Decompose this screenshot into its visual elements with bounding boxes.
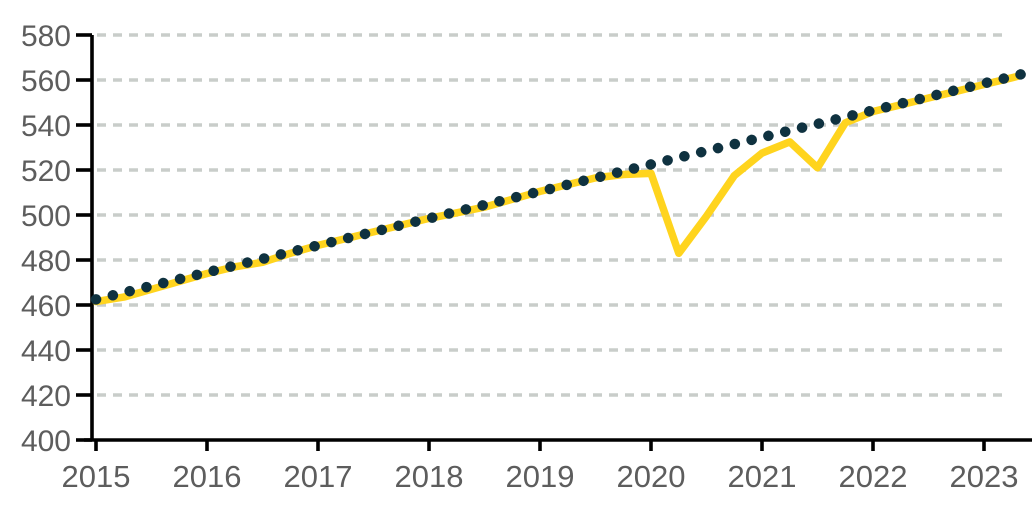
y-tick-label: 540: [21, 110, 71, 143]
y-tick-label: 440: [21, 335, 71, 368]
x-tick-label: 2016: [173, 459, 242, 494]
x-tick-label: 2017: [284, 459, 353, 494]
x-tick-label: 2015: [62, 459, 131, 494]
y-tick-label: 520: [21, 155, 71, 188]
y-axis-ticks: [76, 33, 92, 442]
y-axis-labels: 400 420 440 460 480 500 520 540 560 580: [21, 20, 71, 458]
x-axis-labels: 2015 2016 2017 2018 2019 2020 2021 2022 2023: [62, 459, 1019, 494]
y-tick-label: 460: [21, 290, 71, 323]
x-tick-label: 2019: [506, 459, 575, 494]
x-tick-label: 2023: [950, 459, 1019, 494]
x-tick-label: 2022: [839, 459, 908, 494]
y-tick-label: 480: [21, 245, 71, 278]
y-tick-label: 420: [21, 380, 71, 413]
x-tick-label: 2018: [395, 459, 464, 494]
y-tick-label: 500: [21, 200, 71, 233]
trend-dotted-line: [90, 69, 1026, 305]
y-tick-label: 560: [21, 65, 71, 98]
x-tick-label: 2021: [728, 459, 797, 494]
x-tick-label: 2020: [617, 459, 686, 494]
axes: [84, 35, 1032, 442]
y-tick-label: 400: [21, 425, 71, 458]
y-tick-label: 580: [21, 20, 71, 53]
gridlines: [97, 33, 1006, 397]
x-axis-ticks: [94, 440, 986, 451]
